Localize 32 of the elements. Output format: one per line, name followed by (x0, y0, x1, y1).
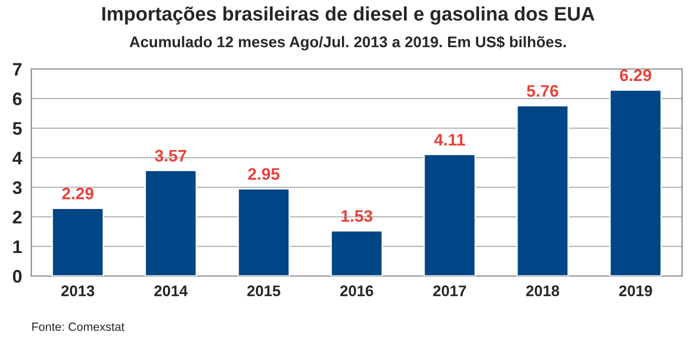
y-tick-label: 7 (13, 63, 22, 76)
y-tick-label: 4 (12, 152, 22, 164)
chart-title: Importações brasileiras de diesel e gasolina dos EUA (102, 6, 594, 25)
bar (237, 188, 290, 276)
x-tick-label: 2015 (247, 285, 280, 296)
data-label: 6.29 (620, 69, 652, 82)
y-tick-label: 1 (13, 240, 22, 253)
source-note: Fonte: Comexstat (32, 322, 124, 331)
data-label: 2.29 (62, 188, 94, 200)
data-label: 3.57 (154, 150, 186, 162)
chart-subtitle: Acumulado 12 meses Ago/Jul. 2013 a 2019. Em US$ bilhões. (130, 36, 566, 50)
x-tick-label: 2017 (433, 285, 466, 296)
x-tick-label: 2018 (526, 285, 560, 296)
bar (144, 170, 198, 276)
bar (52, 208, 104, 276)
y-tick-label: 0 (12, 270, 22, 283)
x-tick-label: 2014 (154, 285, 188, 296)
bar (423, 154, 476, 276)
bar (609, 89, 662, 276)
data-label: 2.95 (248, 168, 280, 180)
y-tick-label: 5 (12, 122, 22, 135)
bar (330, 230, 383, 276)
x-tick-label: 2019 (619, 285, 652, 296)
y-tick-label: 6 (12, 92, 22, 106)
data-label: 1.53 (342, 210, 372, 222)
x-tick-label: 2013 (61, 285, 94, 296)
x-tick-label: 2016 (340, 285, 374, 296)
y-tick-label: 3 (12, 181, 22, 194)
data-label: 5.76 (526, 85, 558, 97)
bar (516, 104, 569, 276)
data-label: 4.11 (434, 134, 465, 146)
y-tick-label: 2 (12, 210, 22, 224)
